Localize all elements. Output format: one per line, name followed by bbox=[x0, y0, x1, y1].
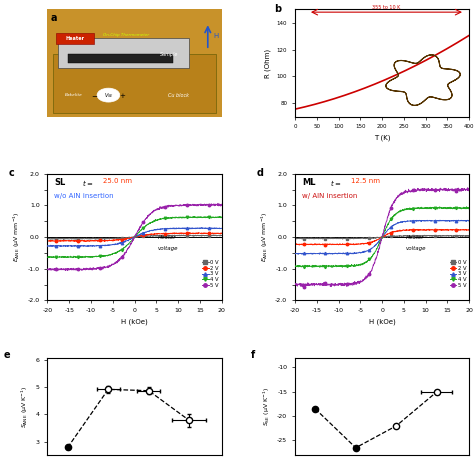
Y-axis label: $E_\mathrm{ANE}$ (µV mm$^{-1}$): $E_\mathrm{ANE}$ (µV mm$^{-1}$) bbox=[259, 212, 270, 262]
Text: ML: ML bbox=[302, 178, 315, 187]
Text: 355 to 10 K: 355 to 10 K bbox=[372, 5, 401, 10]
Text: Heater: Heater bbox=[66, 36, 85, 41]
Text: voltage: voltage bbox=[406, 246, 426, 251]
Text: Cu block: Cu block bbox=[168, 92, 189, 98]
Y-axis label: $E_\mathrm{ANE}$ (µV mm$^{-1}$): $E_\mathrm{ANE}$ (µV mm$^{-1}$) bbox=[12, 212, 22, 262]
Text: Heater: Heater bbox=[406, 235, 424, 240]
Text: H: H bbox=[213, 33, 218, 39]
X-axis label: T (K): T (K) bbox=[374, 135, 391, 141]
Text: Sample: Sample bbox=[160, 52, 179, 57]
Text: voltage: voltage bbox=[158, 246, 179, 251]
Text: d: d bbox=[256, 167, 264, 178]
Text: a: a bbox=[51, 13, 57, 23]
Text: $t$ =: $t$ = bbox=[330, 178, 343, 188]
Legend: 0 V, 2 V, 3 V, 4 V, 5 V: 0 V, 2 V, 3 V, 4 V, 5 V bbox=[447, 258, 468, 290]
Text: c: c bbox=[9, 167, 15, 178]
Text: b: b bbox=[274, 4, 281, 14]
Bar bbox=[56, 33, 94, 44]
Text: $+$: $+$ bbox=[119, 91, 126, 100]
X-axis label: H (kOe): H (kOe) bbox=[121, 319, 148, 325]
Legend: 0 V, 2 V, 3 V, 4 V, 5 V: 0 V, 2 V, 3 V, 4 V, 5 V bbox=[200, 258, 221, 290]
Text: 12.5 nm: 12.5 nm bbox=[351, 178, 380, 183]
Text: w/ AlN insertion: w/ AlN insertion bbox=[302, 193, 357, 199]
Text: e: e bbox=[4, 350, 10, 360]
Y-axis label: $S_\mathrm{ANE}$ (µV K$^{-1}$): $S_\mathrm{ANE}$ (µV K$^{-1}$) bbox=[20, 385, 30, 428]
Bar bbox=[58, 38, 189, 68]
Text: $t$ =: $t$ = bbox=[82, 178, 95, 188]
Bar bbox=[68, 55, 173, 63]
Text: Heater: Heater bbox=[158, 235, 177, 240]
Text: f: f bbox=[251, 350, 255, 360]
Text: $V_{SE}$: $V_{SE}$ bbox=[104, 91, 113, 100]
X-axis label: H (kOe): H (kOe) bbox=[369, 319, 395, 325]
Y-axis label: R (Ohm): R (Ohm) bbox=[265, 48, 271, 78]
Text: SL: SL bbox=[55, 178, 65, 187]
Circle shape bbox=[97, 88, 120, 102]
Text: $-$: $-$ bbox=[91, 92, 98, 98]
Text: On-Chip Thermometer: On-Chip Thermometer bbox=[103, 33, 149, 37]
Bar bbox=[53, 55, 217, 113]
Y-axis label: $S_\mathrm{SE}$ (µV K$^{-1}$): $S_\mathrm{SE}$ (µV K$^{-1}$) bbox=[261, 387, 272, 426]
Text: Bakelite: Bakelite bbox=[64, 93, 82, 97]
Text: 25.0 nm: 25.0 nm bbox=[103, 178, 132, 183]
Text: w/o AlN insertion: w/o AlN insertion bbox=[55, 193, 114, 199]
